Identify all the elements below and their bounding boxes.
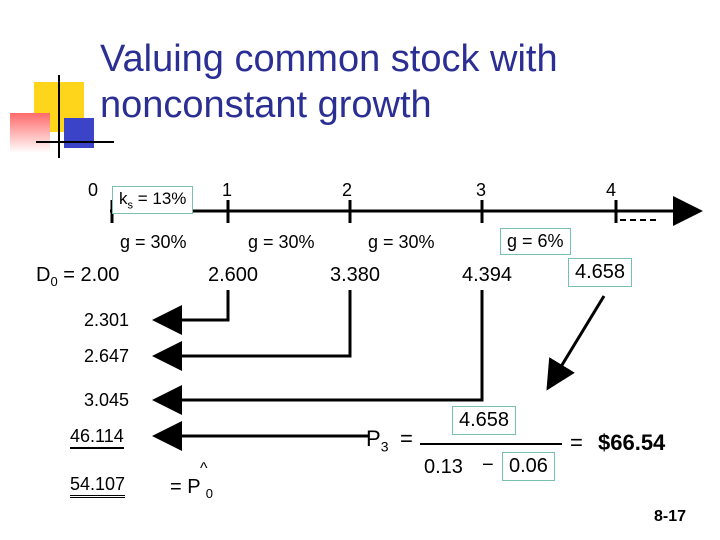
d0-label: D0 = 2.00 bbox=[36, 264, 119, 289]
growth-rate-3: g = 30% bbox=[368, 232, 435, 252]
dividend-4: 4.658 bbox=[568, 258, 633, 287]
ks-rest: = 13% bbox=[133, 189, 187, 208]
period-label-3: 3 bbox=[476, 180, 487, 200]
ks-k: k bbox=[119, 189, 128, 208]
terminal-equals-2: = bbox=[570, 430, 583, 455]
growth-rate-2: g = 30% bbox=[248, 232, 315, 252]
intrinsic-value-total: 54.107 bbox=[70, 474, 126, 498]
arrow-d4-to-formula bbox=[546, 295, 606, 391]
arrow-pv-2 bbox=[152, 290, 352, 371]
pv-dividend-2: 2.647 bbox=[84, 346, 130, 366]
slide-number: 8-17 bbox=[653, 508, 686, 525]
dividend-2: 3.380 bbox=[330, 264, 381, 286]
intrinsic-value-label: = P ^ 0 bbox=[170, 460, 214, 501]
p3-sub: 3 bbox=[380, 438, 389, 455]
decorative-horizontal-line bbox=[36, 141, 114, 143]
slide-title: Valuing common stock with nonconstant gr… bbox=[100, 36, 700, 128]
p3-p: P bbox=[366, 426, 381, 451]
p0-hat: ^ bbox=[200, 460, 208, 477]
pv-terminal-value: 46.114 bbox=[70, 426, 124, 449]
decorative-square-blue bbox=[64, 118, 94, 148]
title-line-2: nonconstant growth bbox=[100, 84, 432, 126]
decorative-vertical-line bbox=[58, 75, 60, 158]
period-label-0: 0 bbox=[88, 180, 99, 200]
ks-sub: s bbox=[127, 199, 134, 212]
pv-dividend-1: 2.301 bbox=[84, 310, 130, 330]
period-label-4: 4 bbox=[606, 180, 617, 200]
p0-sub: 0 bbox=[205, 486, 214, 501]
decorative-square-red bbox=[10, 113, 50, 153]
terminal-minus: − bbox=[482, 454, 494, 476]
title-line-1: Valuing common stock with bbox=[100, 38, 558, 80]
terminal-numerator: 4.658 bbox=[452, 406, 517, 435]
terminal-price-label: P3 bbox=[366, 426, 388, 454]
d0-rest: = 2.00 bbox=[57, 264, 120, 286]
d0-sub: 0 bbox=[50, 274, 58, 289]
terminal-denominator-left: 0.13 bbox=[424, 456, 463, 478]
pv-dividend-3: 3.045 bbox=[84, 390, 130, 410]
total-eq: = P bbox=[170, 476, 201, 498]
terminal-equals-1: = bbox=[400, 426, 413, 451]
growth-rate-4: g = 6% bbox=[500, 228, 571, 255]
terminal-result: $66.54 bbox=[598, 430, 666, 455]
arrow-pv-1 bbox=[152, 290, 230, 335]
required-return-label: ks = 13% bbox=[112, 186, 194, 215]
dividend-1: 2.600 bbox=[208, 264, 259, 286]
terminal-denominator-right: 0.06 bbox=[502, 452, 555, 481]
period-label-1: 1 bbox=[222, 180, 233, 200]
dividend-3: 4.394 bbox=[462, 264, 513, 286]
growth-rate-1: g = 30% bbox=[120, 232, 187, 252]
arrow-pv-3 bbox=[152, 290, 484, 415]
period-label-2: 2 bbox=[342, 180, 353, 200]
d0-d: D bbox=[36, 264, 51, 286]
